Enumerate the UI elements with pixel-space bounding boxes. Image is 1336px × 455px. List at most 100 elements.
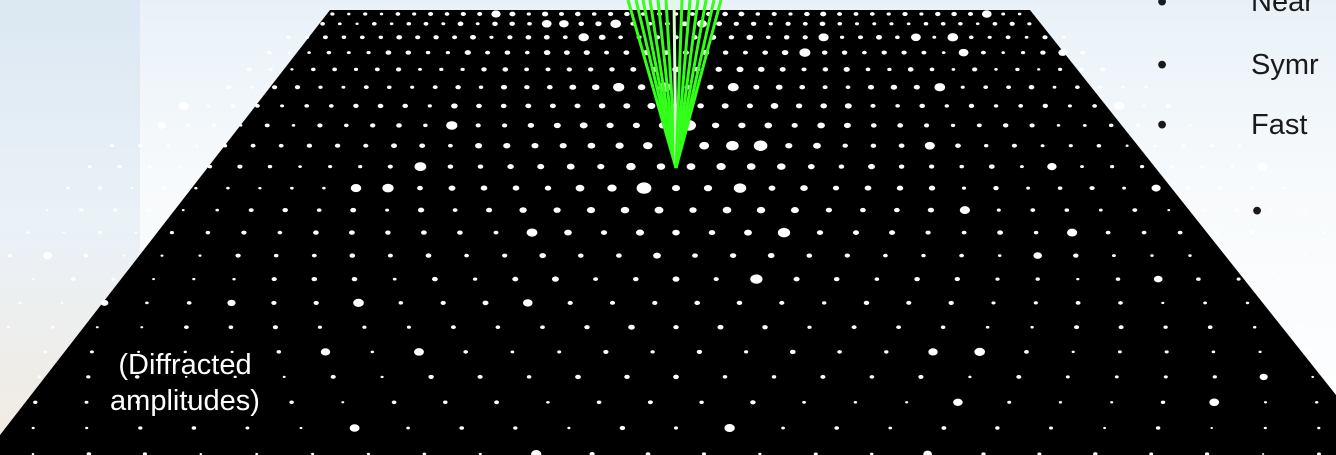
- diffraction-spot: [968, 103, 975, 108]
- diffraction-spot: [486, 207, 493, 213]
- diffraction-spot: [31, 452, 35, 455]
- diffraction-spot: [328, 165, 333, 169]
- diffraction-spot: [950, 123, 956, 128]
- diffraction-spot: [610, 19, 622, 28]
- diffraction-spot: [271, 277, 277, 282]
- diffraction-spot: [395, 12, 401, 16]
- diffraction-spot: [43, 350, 48, 354]
- diffraction-spot: [178, 101, 189, 110]
- diffraction-spot: [1188, 124, 1192, 127]
- diffraction-spot: [716, 163, 726, 171]
- diffraction-spot: [624, 11, 630, 17]
- diffraction-spot: [500, 84, 508, 90]
- diffraction-spot: [452, 35, 458, 40]
- diffraction-spot: [961, 186, 967, 190]
- diffraction-spot: [889, 22, 894, 26]
- diffraction-spot: [1132, 208, 1138, 212]
- diffraction-spot: [191, 426, 197, 430]
- diffraction-spot: [249, 85, 254, 89]
- diffraction-spot: [832, 185, 840, 191]
- diffraction-spot: [186, 301, 192, 305]
- diffraction-spot: [477, 12, 483, 16]
- diffraction-spot: [818, 33, 829, 42]
- diffraction-spot: [919, 103, 926, 109]
- diffraction-spot: [762, 50, 768, 55]
- diffraction-spot: [597, 163, 605, 170]
- diffraction-spot: [531, 450, 542, 455]
- diffraction-spot: [306, 143, 313, 148]
- diffraction-spot: [833, 276, 840, 282]
- diffraction-spot: [768, 22, 773, 26]
- diffraction-spot: [477, 374, 483, 379]
- diffraction-spot: [509, 11, 516, 17]
- diffraction-spot: [353, 67, 359, 71]
- diffraction-spot: [921, 50, 927, 55]
- diffraction-spot: [1015, 67, 1020, 72]
- diffraction-spot: [457, 230, 463, 235]
- diffraction-spot: [248, 208, 254, 213]
- diffraction-spot: [887, 67, 892, 72]
- bullet-marker: •: [1157, 49, 1168, 81]
- diffraction-spot: [142, 452, 147, 455]
- diffraction-spot: [673, 426, 679, 430]
- diffraction-spot: [781, 426, 785, 430]
- diffraction-spot: [722, 11, 728, 17]
- diffraction-spot: [673, 325, 679, 330]
- diffraction-spot: [147, 208, 151, 212]
- diffraction-spot: [246, 67, 252, 72]
- bullet-marker: •: [1252, 195, 1263, 227]
- diffraction-spot: [1011, 143, 1017, 148]
- diffraction-spot: [807, 325, 812, 329]
- bullet-text: Near: [1251, 0, 1314, 18]
- diffraction-spot: [722, 375, 728, 379]
- diffraction-spot: [513, 426, 518, 430]
- diffraction-spot: [837, 350, 842, 354]
- diffraction-spot: [525, 35, 532, 40]
- diffraction-spot: [785, 21, 791, 26]
- diffraction-spot: [886, 12, 891, 16]
- diffraction-spot: [427, 104, 432, 108]
- diffraction-spot: [299, 426, 303, 430]
- diffraction-spot: [941, 426, 947, 430]
- diffraction-spot: [1047, 163, 1057, 171]
- diffraction-spot: [84, 400, 89, 404]
- diffraction-spot: [334, 143, 341, 148]
- bullet-item-3: • Fast: [1157, 109, 1336, 145]
- diffraction-spot: [1093, 452, 1098, 455]
- diffraction-spot: [987, 35, 992, 39]
- diffraction-spot: [230, 350, 234, 354]
- diffraction-spot: [822, 85, 828, 90]
- diffraction-spot: [813, 142, 821, 149]
- diffraction-spot: [526, 228, 538, 237]
- diffraction-spot: [768, 185, 776, 191]
- diffraction-spot: [140, 326, 144, 329]
- diffraction-spot: [694, 300, 701, 306]
- diffraction-spot: [765, 35, 771, 40]
- diffraction-spot: [844, 103, 852, 109]
- diffraction-spot: [169, 231, 174, 235]
- diffraction-spot: [1001, 12, 1006, 16]
- diffraction-spot: [875, 34, 883, 40]
- diffraction-spot: [445, 50, 451, 55]
- diffraction-spot: [1169, 164, 1175, 169]
- diffraction-spot: [290, 186, 294, 190]
- diffraction-spot: [481, 67, 487, 72]
- diffraction-spot: [1234, 208, 1240, 212]
- diffraction-spot: [205, 230, 211, 235]
- diffraction-spot: [138, 426, 143, 430]
- diffraction-spot: [750, 21, 757, 26]
- diffraction-spot: [239, 124, 243, 127]
- diffraction-spot: [1092, 104, 1097, 108]
- diffraction-spot: [50, 325, 55, 329]
- diffraction-spot: [7, 254, 12, 258]
- diffraction-spot: [934, 83, 946, 92]
- diffraction-spot: [1177, 230, 1183, 235]
- diffraction-spot: [428, 12, 434, 16]
- diffraction-spot: [1263, 401, 1268, 404]
- diffraction-spot: [575, 184, 585, 192]
- diffraction-spot: [396, 123, 402, 128]
- diffraction-spot: [715, 66, 722, 72]
- diffraction-spot: [746, 34, 754, 40]
- diffraction-spot: [578, 253, 584, 258]
- diffraction-spot: [807, 163, 815, 170]
